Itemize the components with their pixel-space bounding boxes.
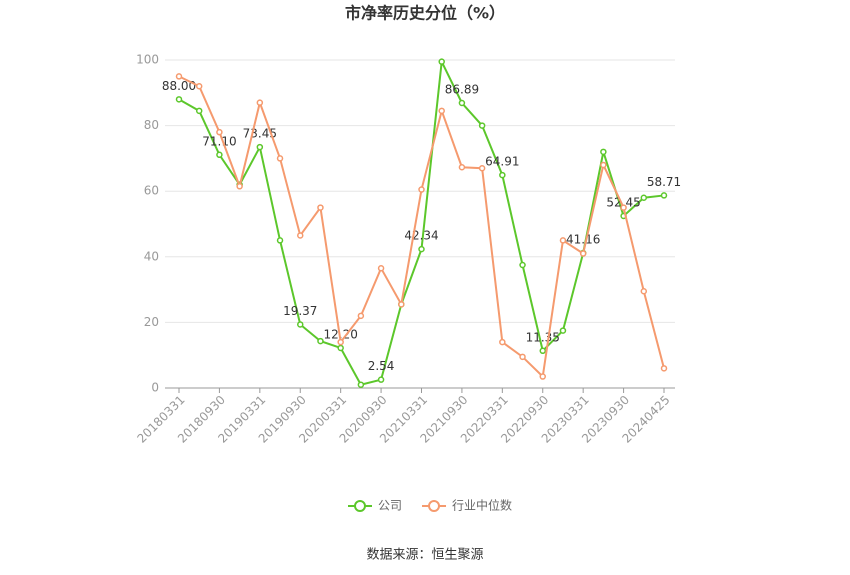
point bbox=[519, 353, 526, 361]
data-label: 64.91 bbox=[485, 155, 519, 169]
point bbox=[195, 107, 203, 115]
point bbox=[640, 194, 648, 202]
point bbox=[478, 122, 486, 129]
data-label: 58.71 bbox=[647, 175, 681, 189]
y-tick-label: 80 bbox=[144, 118, 159, 132]
legend-label: 行业中位数 bbox=[452, 498, 512, 513]
data-label: 19.37 bbox=[283, 304, 317, 318]
point bbox=[499, 338, 506, 346]
point bbox=[660, 192, 668, 199]
point bbox=[640, 287, 648, 295]
point bbox=[297, 321, 304, 328]
point bbox=[357, 312, 365, 320]
point bbox=[256, 143, 264, 151]
point bbox=[256, 99, 264, 106]
point bbox=[438, 58, 445, 65]
y-tick-label: 40 bbox=[144, 249, 159, 263]
data-label: 88.00 bbox=[162, 79, 196, 93]
point bbox=[317, 337, 324, 345]
point bbox=[317, 204, 324, 211]
legend-marker bbox=[428, 500, 441, 512]
point bbox=[620, 204, 627, 211]
y-tick-label: 0 bbox=[151, 381, 159, 395]
point bbox=[337, 338, 344, 346]
point bbox=[438, 107, 445, 115]
point bbox=[175, 96, 183, 103]
series-line bbox=[178, 75, 665, 379]
point bbox=[539, 373, 546, 380]
point bbox=[337, 344, 344, 352]
data-label: 42.34 bbox=[404, 229, 438, 243]
point bbox=[600, 161, 607, 169]
point bbox=[600, 148, 607, 156]
point bbox=[559, 237, 567, 244]
point bbox=[398, 301, 405, 308]
point bbox=[458, 164, 466, 171]
point bbox=[660, 365, 668, 372]
legend-marker bbox=[354, 500, 366, 512]
point bbox=[216, 128, 223, 136]
point bbox=[195, 82, 203, 90]
point bbox=[236, 183, 243, 190]
point bbox=[559, 327, 567, 334]
data-label: 52.45 bbox=[606, 195, 640, 209]
point bbox=[458, 99, 466, 107]
point bbox=[175, 73, 183, 80]
point bbox=[377, 376, 385, 383]
y-tick-label: 60 bbox=[144, 184, 159, 198]
point bbox=[276, 155, 284, 162]
chart-title: 市净率历史分位（%） bbox=[345, 4, 505, 23]
y-tick-label: 20 bbox=[144, 315, 159, 329]
data-label: 11.35 bbox=[526, 330, 560, 344]
y-tick-label: 100 bbox=[136, 53, 159, 67]
series-line bbox=[178, 58, 665, 386]
point bbox=[499, 171, 506, 179]
point bbox=[377, 265, 385, 272]
data-label: 41.16 bbox=[566, 232, 600, 246]
legend-label: 公司 bbox=[378, 499, 402, 513]
data-label: 86.89 bbox=[445, 83, 479, 97]
point bbox=[418, 186, 425, 193]
point bbox=[357, 381, 365, 388]
point bbox=[579, 250, 587, 257]
point bbox=[297, 232, 304, 239]
point bbox=[276, 237, 284, 244]
point bbox=[478, 164, 486, 172]
point bbox=[539, 347, 546, 355]
data-label: 71.10 bbox=[202, 134, 236, 148]
source: 数据来源：恒生聚源 bbox=[366, 548, 483, 563]
data-label: 2.54 bbox=[368, 359, 395, 373]
point bbox=[418, 245, 425, 253]
point bbox=[216, 151, 223, 159]
point bbox=[519, 261, 526, 269]
